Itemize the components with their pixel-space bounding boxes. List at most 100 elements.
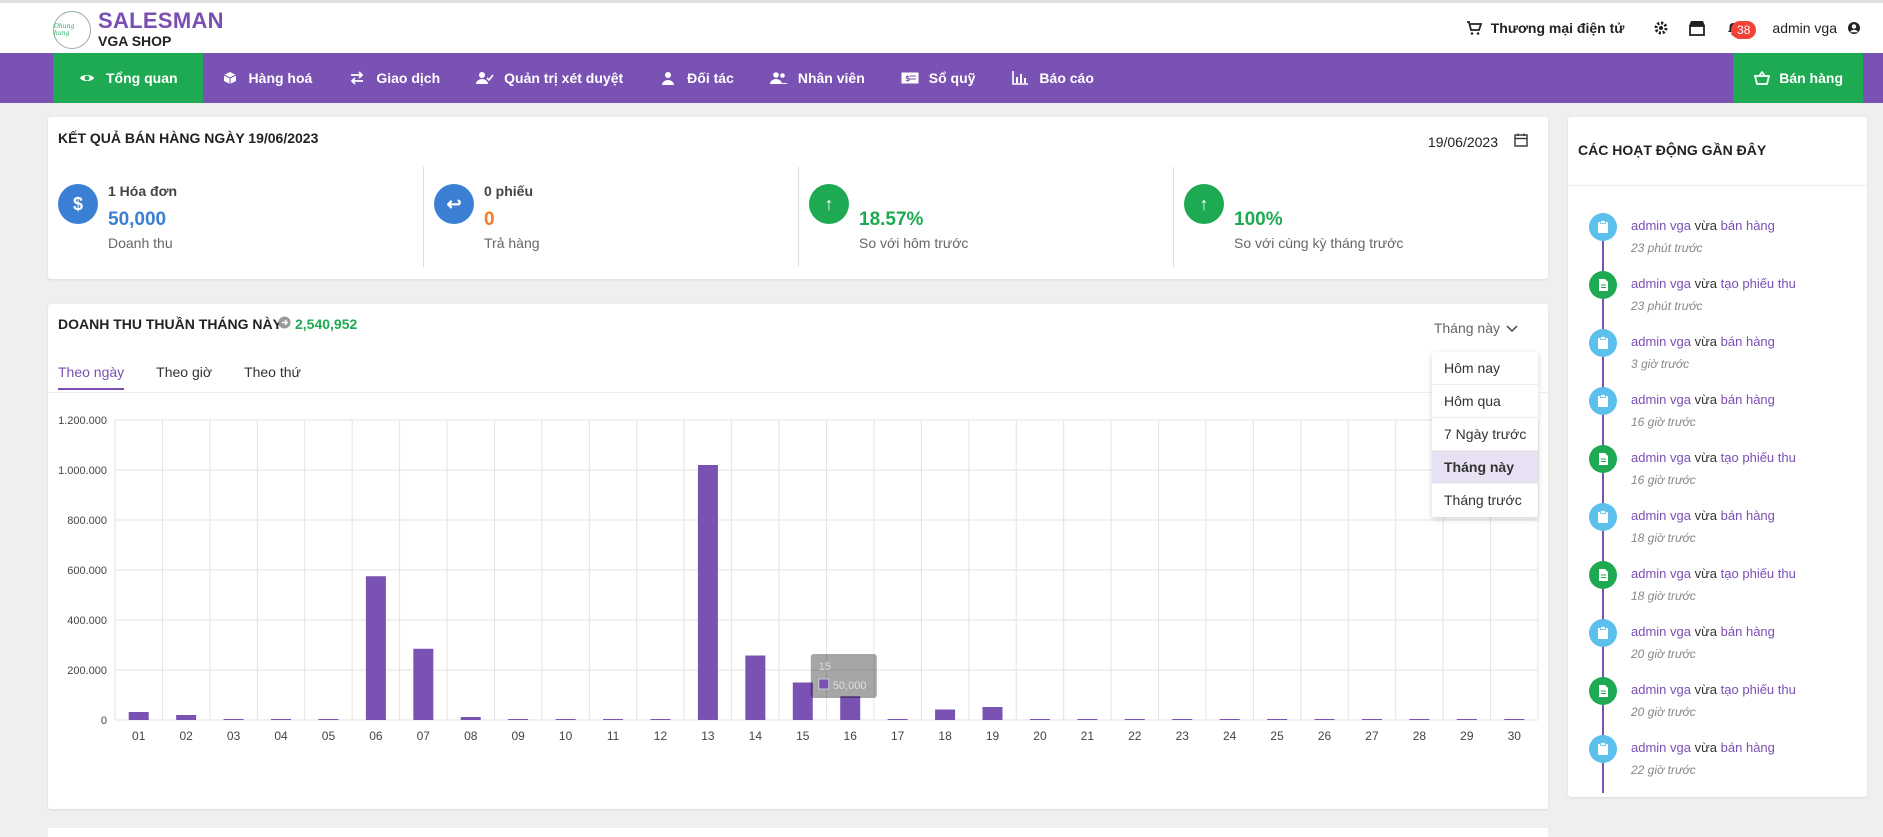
tab-2[interactable]: Theo thứ (244, 364, 301, 380)
nav-item-label: Giao dịch (376, 70, 441, 86)
x-tick-label: 13 (701, 729, 715, 743)
nav-item-5[interactable]: Nhân viên (752, 53, 883, 103)
activity-action-link[interactable]: bán hàng (1720, 508, 1775, 523)
clipboard-icon (1589, 619, 1617, 647)
period-select[interactable]: Tháng này (1434, 320, 1518, 336)
x-tick-label: 16 (844, 729, 858, 743)
activity-user-link[interactable]: admin vga (1631, 334, 1691, 349)
stat-subtitle: So với cùng kỳ tháng trước (1234, 235, 1404, 251)
dropdown-option-2[interactable]: 7 Ngày trước (1432, 418, 1538, 451)
nav-item-6[interactable]: $ Sổ quỹ (883, 53, 994, 103)
gear-icon[interactable] (1652, 19, 1670, 37)
x-tick-label: 21 (1081, 729, 1095, 743)
ecommerce-link[interactable]: Thương mại điện tử (1465, 19, 1624, 37)
stat-block-2: ↑ 18.57% So với hôm trước (798, 167, 1173, 267)
tab-0[interactable]: Theo ngày (58, 364, 125, 390)
activity-action-link[interactable]: bán hàng (1720, 392, 1775, 407)
bar (271, 719, 292, 720)
bar (982, 707, 1003, 720)
nav-item-3[interactable]: Quản trị xét duyệt (458, 53, 641, 103)
activity-time: 16 giờ trước (1631, 415, 1696, 429)
nav-item-label: Sổ quỹ (928, 70, 976, 86)
activity-item: admin vga vừa bán hàng 16 giờ trước (1568, 387, 1867, 445)
bar (1504, 719, 1525, 720)
activity-action-link[interactable]: tạo phiếu thu (1720, 276, 1796, 291)
activity-user-link[interactable]: admin vga (1631, 624, 1691, 639)
activity-action-link[interactable]: tạo phiếu thu (1720, 566, 1796, 581)
activity-action-link[interactable]: tạo phiếu thu (1720, 450, 1796, 465)
store-icon[interactable] (1688, 19, 1706, 37)
nav-item-7[interactable]: Báo cáo (993, 53, 1111, 103)
activity-time: 3 giờ trước (1631, 357, 1690, 371)
main-nav: Tổng quan Hàng hoá Giao dịch Quản trị xét d… (0, 53, 1883, 103)
nav-item-2[interactable]: Giao dịch (330, 53, 458, 103)
activity-time: 18 giờ trước (1631, 589, 1696, 603)
activity-user-link[interactable]: admin vga (1631, 566, 1691, 581)
activity-user-link[interactable]: admin vga (1631, 682, 1691, 697)
activity-text: admin vga vừa bán hàng (1631, 508, 1775, 523)
stat-value: 50,000 (108, 209, 167, 230)
dropdown-option-1[interactable]: Hôm qua (1432, 385, 1538, 418)
stat-value: 18.57% (859, 209, 924, 230)
activity-action-link[interactable]: bán hàng (1720, 334, 1775, 349)
activity-text: admin vga vừa tạo phiếu thu (1631, 276, 1796, 291)
activity-user-link[interactable]: admin vga (1631, 218, 1691, 233)
nav-item-label: Hàng hoá (248, 70, 313, 86)
x-tick-label: 15 (796, 729, 810, 743)
tab-1[interactable]: Theo giờ (156, 364, 213, 380)
user-name: admin vga (1772, 20, 1837, 36)
activity-user-link[interactable]: admin vga (1631, 276, 1691, 291)
user-tie-icon (659, 69, 677, 87)
activity-time: 20 giờ trước (1631, 705, 1696, 719)
revenue-tabs: Theo ngày Theo giờ Theo thứ (58, 364, 301, 390)
sales-result-title: KẾT QUẢ BÁN HÀNG NGÀY 19/06/2023 (58, 130, 319, 146)
nav-items: Tổng quan Hàng hoá Giao dịch Quản trị xét d… (53, 53, 1112, 103)
activity-user-link[interactable]: admin vga (1631, 392, 1691, 407)
clipboard-icon (1589, 213, 1617, 241)
bar (1124, 719, 1145, 720)
activity-verb: vừa (1694, 218, 1718, 233)
dollar-icon: $ (58, 184, 98, 224)
dropdown-option-4[interactable]: Tháng trước (1444, 492, 1522, 508)
sell-button-label: Bán hàng (1779, 70, 1843, 86)
bar-chart-icon (1011, 69, 1029, 87)
logo[interactable]: Ohung hung (53, 11, 91, 49)
nav-item-4[interactable]: Đối tác (641, 53, 752, 103)
bell-icon[interactable]: 38 (1724, 19, 1757, 39)
activity-action-link[interactable]: bán hàng (1720, 740, 1775, 755)
dropdown-option-0[interactable]: Hôm nay (1432, 352, 1538, 385)
reply-icon: ↩ (434, 184, 474, 224)
x-tick-label: 25 (1270, 729, 1284, 743)
activity-action-link[interactable]: bán hàng (1720, 218, 1775, 233)
bar (508, 719, 529, 720)
document-icon (1589, 677, 1617, 705)
bar (413, 648, 434, 720)
dropdown-option-3[interactable]: Tháng này (1432, 451, 1538, 484)
x-tick-label: 26 (1318, 729, 1332, 743)
basket-icon (1753, 69, 1771, 87)
date-picker-value[interactable]: 19/06/2023 (1427, 134, 1498, 150)
bar (935, 709, 956, 720)
activity-verb: vừa (1694, 276, 1718, 291)
activity-user-link[interactable]: admin vga (1631, 740, 1691, 755)
nav-item-0[interactable]: Tổng quan (53, 53, 203, 103)
bar (318, 719, 339, 720)
y-tick-label: 200.000 (67, 665, 107, 677)
bar (555, 719, 576, 720)
activity-time: 23 phút trước (1631, 299, 1703, 313)
user-menu[interactable]: admin vga (1772, 19, 1863, 37)
calendar-icon[interactable] (1514, 133, 1528, 150)
activity-user-link[interactable]: admin vga (1631, 450, 1691, 465)
bar (128, 712, 149, 720)
nav-item-label: Đối tác (687, 70, 734, 86)
activity-action-link[interactable]: bán hàng (1720, 624, 1775, 639)
nav-item-1[interactable]: Hàng hoá (203, 53, 331, 103)
activity-list: admin vga vừa bán hàng 23 phút trước admin… (1568, 213, 1867, 793)
clipboard-icon (1589, 329, 1617, 357)
sell-button[interactable]: Bán hàng (1733, 53, 1863, 103)
x-tick-label: 18 (938, 729, 952, 743)
activity-verb: vừa (1694, 740, 1718, 755)
money-icon: $ (901, 69, 919, 87)
activity-user-link[interactable]: admin vga (1631, 508, 1691, 523)
activity-action-link[interactable]: tạo phiếu thu (1720, 682, 1796, 697)
